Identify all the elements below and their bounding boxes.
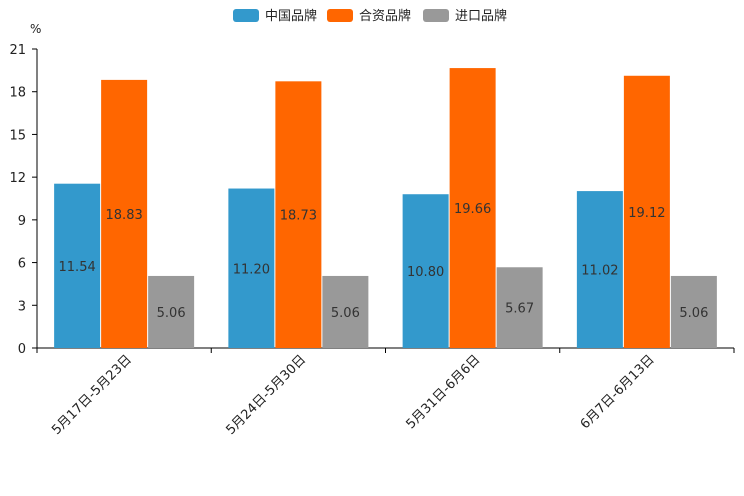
y-tick-label: 18 — [9, 86, 26, 101]
y-tick-label: 0 — [18, 342, 26, 357]
bar-china — [54, 183, 101, 348]
x-tick-labels: 5月17日-5月23日 5月24日-5月30日 5月31日-6月6日 6月7日-6月1… — [49, 352, 658, 438]
x-tick-label: 5月17日-5月23日 — [49, 352, 135, 438]
legend-label-imported: 进口品牌 — [455, 8, 507, 24]
data-label-china: 11.54 — [59, 260, 96, 275]
y-tick-label: 6 — [18, 257, 26, 272]
legend-label-china: 中国品牌 — [265, 8, 317, 24]
y-tick-label: 21 — [9, 43, 26, 58]
bar-imported — [148, 275, 195, 348]
data-label-joint-venture: 19.66 — [454, 202, 491, 217]
data-label-joint-venture: 19.12 — [628, 206, 665, 221]
data-label-imported: 5.06 — [331, 306, 360, 321]
data-label-joint-venture: 18.73 — [280, 209, 317, 224]
bars — [54, 68, 717, 349]
bar-joint-venture — [623, 75, 670, 349]
legend-swatch-joint-venture — [327, 9, 353, 22]
legend-swatch-imported — [423, 9, 449, 22]
data-label-china: 10.80 — [407, 265, 444, 280]
x-tick-label: 5月31日-6月6日 — [404, 352, 484, 432]
bar-imported — [496, 267, 543, 348]
bar-joint-venture — [101, 79, 148, 348]
y-tick-label: 15 — [9, 128, 26, 143]
bar-joint-venture — [275, 81, 322, 349]
y-tick-label: 3 — [18, 299, 26, 314]
bar-china — [228, 188, 275, 348]
y-tick-label: 9 — [18, 214, 26, 229]
data-label-china: 11.02 — [581, 264, 618, 279]
y-axis-unit: % — [30, 22, 41, 36]
bar-labels: 11.54 18.83 5.06 11.20 18.73 5.06 10.80 19.66 5.… — [59, 202, 709, 321]
data-label-imported: 5.06 — [679, 306, 708, 321]
data-label-joint-venture: 18.83 — [106, 208, 143, 223]
data-label-imported: 5.67 — [505, 302, 534, 317]
bar-china — [402, 194, 449, 348]
bar-joint-venture — [449, 68, 496, 349]
x-axis — [36, 347, 735, 353]
data-label-imported: 5.06 — [157, 306, 186, 321]
y-tick-label: 12 — [9, 171, 26, 186]
bar-imported — [322, 275, 369, 348]
legend-label-joint-venture: 合资品牌 — [359, 8, 411, 24]
legend-swatch-china — [233, 9, 259, 22]
data-label-china: 11.20 — [233, 262, 270, 277]
legend: 中国品牌 合资品牌 进口品牌 — [233, 8, 507, 24]
x-tick-label: 6月7日-6月13日 — [578, 352, 658, 432]
bar-china — [576, 191, 623, 348]
x-tick-label: 5月24日-5月30日 — [223, 352, 309, 438]
y-axis: 0 3 6 9 12 15 18 21 — [9, 43, 38, 357]
bar-imported — [670, 275, 717, 348]
